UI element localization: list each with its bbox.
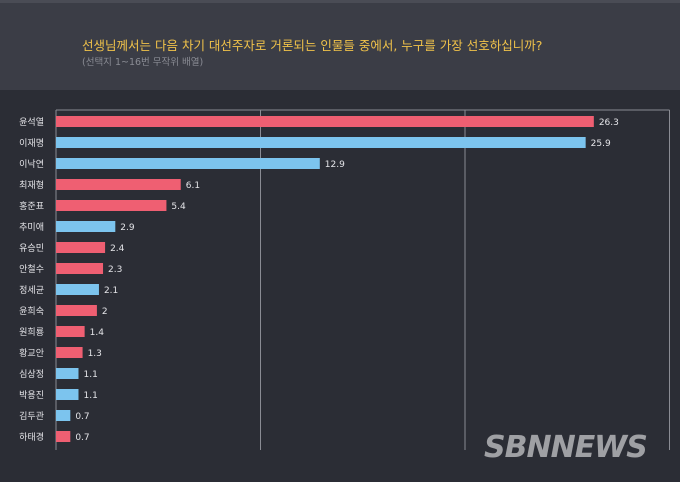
bar-10 (56, 305, 97, 316)
value-label-11: 1.4 (90, 328, 105, 338)
question-title: 선생님께서는 다음 차기 대선주자로 거론되는 인물들 중에서, 누구를 가장 … (82, 38, 543, 53)
bar-13 (56, 368, 79, 379)
value-label-5: 5.4 (171, 202, 186, 212)
category-label-8: 안철수 (19, 264, 44, 275)
question-header: 선생님께서는 다음 차기 대선주자로 거론되는 인물들 중에서, 누구를 가장 … (0, 3, 680, 90)
bar-12 (56, 347, 83, 358)
bar-2 (56, 137, 586, 148)
question-note: (선택지 1~16번 무작위 배열) (82, 57, 204, 68)
bar-chart: 윤석열 26.3 이재명 25.9 이낙연 12.9 최재형 6.1 홍준표 5.4 추미애 2.9 유… (19, 109, 670, 450)
value-label-12: 1.3 (88, 349, 102, 359)
category-label-2: 이재명 (19, 138, 44, 149)
bar-1 (56, 116, 594, 127)
top-frame (0, 0, 680, 3)
category-label-1: 윤석열 (19, 117, 44, 128)
category-label-11: 원희룡 (19, 326, 44, 338)
bar-5 (56, 200, 167, 211)
bar-4 (56, 179, 181, 190)
bar-11 (56, 326, 85, 337)
value-label-1: 26.3 (599, 118, 619, 128)
watermark-logo: SBNNEWS (484, 430, 648, 465)
value-label-16: 0.7 (75, 433, 89, 443)
category-label-16: 하태경 (19, 431, 44, 443)
category-label-10: 윤희숙 (19, 305, 44, 317)
category-label-14: 박용진 (19, 390, 44, 401)
bar-15 (56, 410, 71, 421)
value-label-2: 25.9 (591, 139, 611, 149)
category-label-12: 황교안 (19, 348, 44, 359)
value-label-10: 2 (102, 307, 108, 317)
value-label-4: 6.1 (186, 181, 200, 191)
category-label-13: 심상정 (19, 369, 44, 380)
value-label-3: 12.9 (325, 160, 345, 170)
category-label-6: 추미애 (19, 222, 44, 233)
bar-6 (56, 221, 116, 232)
category-label-3: 이낙연 (19, 159, 44, 170)
value-label-9: 2.1 (104, 286, 118, 296)
category-label-7: 유승민 (19, 243, 44, 254)
category-label-15: 김두관 (19, 410, 44, 422)
chart-area: 윤석열 26.3 이재명 25.9 이낙연 12.9 최재형 6.1 홍준표 5.4 추미애 2.9 유… (0, 90, 680, 478)
bar-9 (56, 284, 99, 295)
value-label-6: 2.9 (120, 223, 135, 233)
category-label-4: 최재형 (19, 180, 44, 191)
category-label-5: 홍준표 (19, 200, 44, 212)
bar-3 (56, 158, 320, 169)
category-label-9: 정세균 (19, 285, 44, 296)
bar-8 (56, 263, 104, 274)
bar-16 (56, 431, 71, 442)
value-label-13: 1.1 (83, 370, 97, 380)
bar-7 (56, 242, 106, 253)
value-label-7: 2.4 (110, 244, 125, 254)
value-label-8: 2.3 (108, 265, 122, 275)
value-label-15: 0.7 (75, 412, 89, 422)
value-label-14: 1.1 (83, 391, 97, 401)
bar-14 (56, 389, 79, 400)
